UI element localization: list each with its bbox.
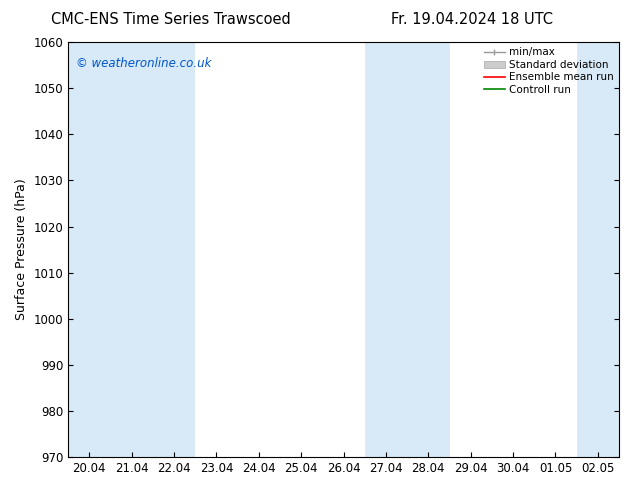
Bar	[365, 42, 407, 457]
Bar	[110, 42, 153, 457]
Legend: min/max, Standard deviation, Ensemble mean run, Controll run: min/max, Standard deviation, Ensemble me…	[482, 45, 616, 97]
Text: CMC-ENS Time Series Trawscoed: CMC-ENS Time Series Trawscoed	[51, 12, 291, 27]
Bar	[407, 42, 450, 457]
Text: © weatheronline.co.uk: © weatheronline.co.uk	[77, 56, 212, 70]
Text: Fr. 19.04.2024 18 UTC: Fr. 19.04.2024 18 UTC	[391, 12, 553, 27]
Bar	[68, 42, 110, 457]
Bar	[577, 42, 619, 457]
Y-axis label: Surface Pressure (hPa): Surface Pressure (hPa)	[15, 179, 28, 320]
Bar	[153, 42, 195, 457]
